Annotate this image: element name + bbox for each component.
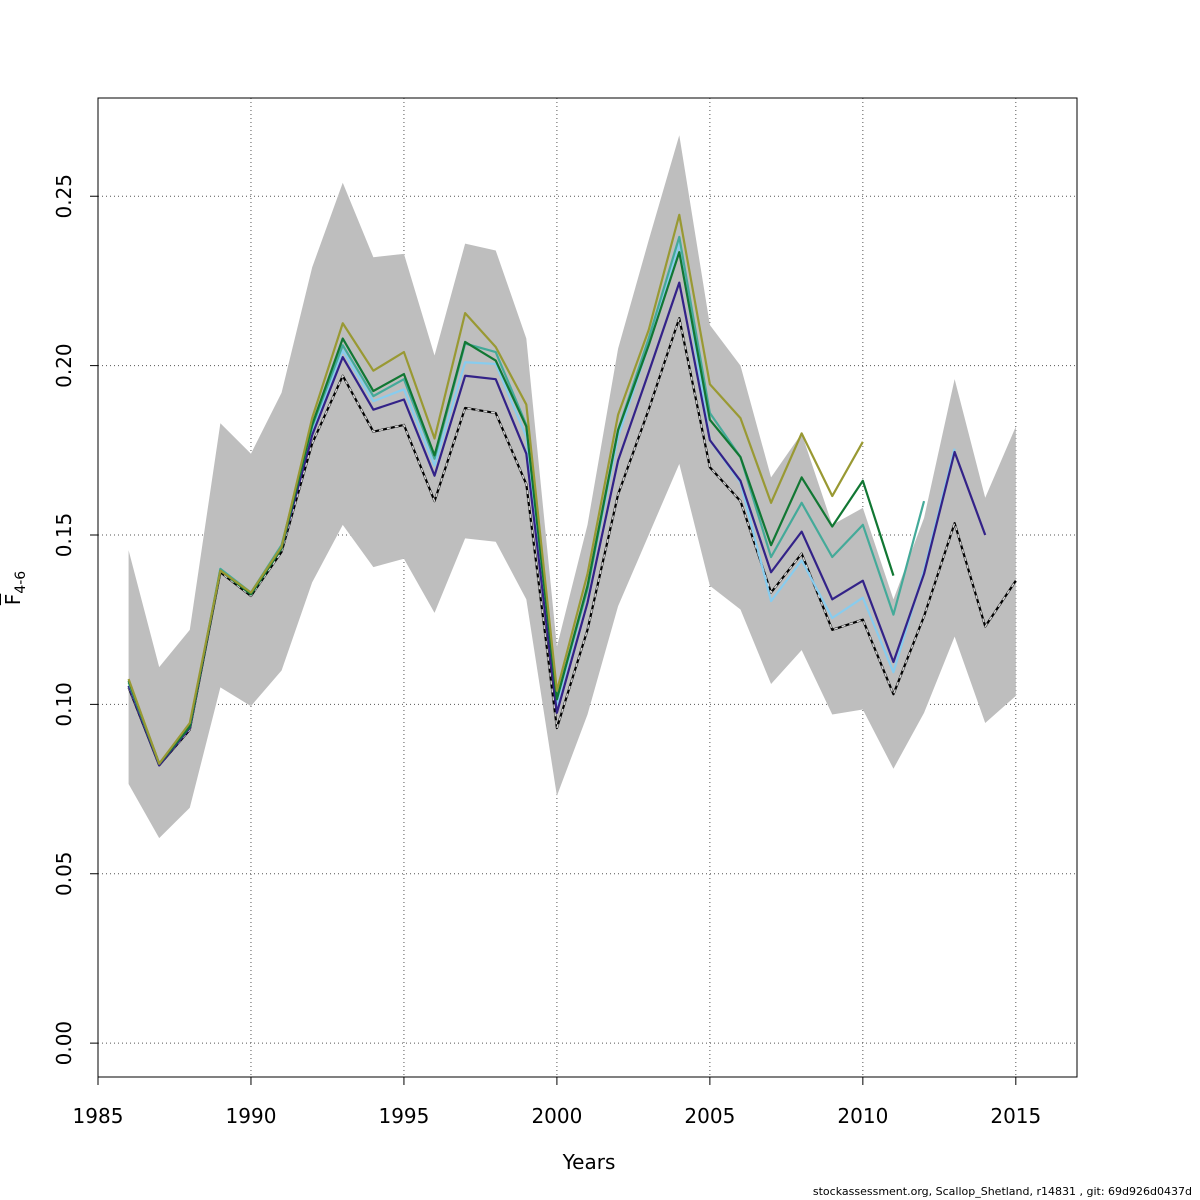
series-line-2 xyxy=(127,317,1017,767)
y-axis: 0.00 0.05 0.10 0.15 0.20 0.25 xyxy=(52,174,1078,1066)
svg-text:F4-6: F4-6 xyxy=(1,571,29,605)
x-tick-label: 2010 xyxy=(837,1104,888,1128)
confidence-band xyxy=(128,135,1016,839)
x-tick-label: 2000 xyxy=(531,1104,582,1128)
x-tick-label: 1990 xyxy=(226,1104,277,1128)
y-tick-label: 0.25 xyxy=(52,174,76,219)
y-tick-label: 0.20 xyxy=(52,343,76,388)
x-tick-label: 2015 xyxy=(990,1104,1041,1128)
y-axis-title-subscript: 4-6 xyxy=(13,571,29,594)
x-tick-label: 1995 xyxy=(378,1104,429,1128)
series-layer xyxy=(127,213,1017,767)
y-axis-title-main: F xyxy=(1,594,25,606)
confidence-band-layer xyxy=(128,135,1016,839)
x-tick-label: 2005 xyxy=(684,1104,735,1128)
x-axis: 1985 1990 1995 2000 2005 2010 2015 xyxy=(73,1076,1041,1128)
x-tick-label: 1985 xyxy=(73,1104,124,1128)
x-axis-title: Years xyxy=(562,1150,616,1174)
y-axis-title: F4-6 xyxy=(1,571,29,605)
y-tick-label: 0.05 xyxy=(52,851,76,896)
footer-credit: stockassessment.org, Scallop_Shetland, r… xyxy=(812,1185,1192,1198)
y-tick-label: 0.00 xyxy=(52,1021,76,1066)
y-tick-label: 0.10 xyxy=(52,682,76,727)
series-line-7 xyxy=(127,213,864,765)
y-tick-label: 0.15 xyxy=(52,513,76,558)
